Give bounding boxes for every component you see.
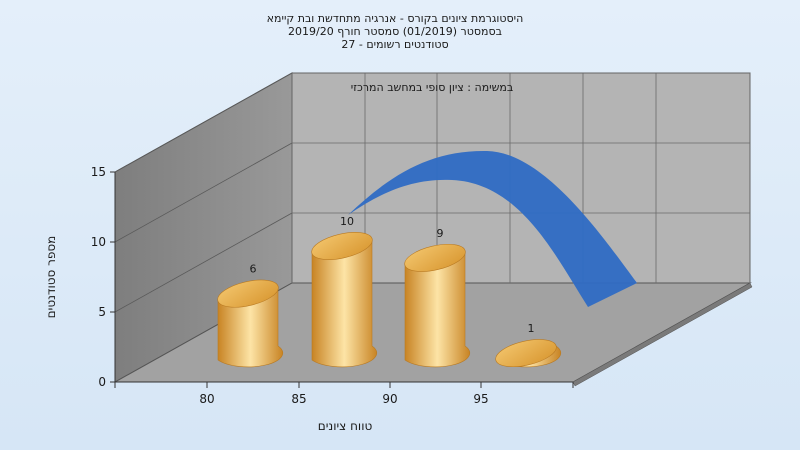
chart-title-line-2: בסמסטר (01/2019) סמסטר חורף 2019/20 [288, 25, 502, 38]
y-tick-label: 15 [91, 165, 106, 179]
bar-top [311, 232, 373, 260]
y-axis-label: מספר סטודנטים [44, 236, 58, 319]
chart-floor-front-edge [572, 282, 753, 387]
side-gridline [114, 212, 293, 313]
y-axis-ticks: 0 5 10 15 [91, 165, 115, 389]
bar-80 [217, 279, 284, 368]
x-tick-label: 95 [473, 392, 488, 406]
bar-value-label: 9 [437, 227, 444, 240]
bar-top [217, 279, 279, 308]
side-gridline [114, 142, 293, 243]
side-gridline [114, 72, 293, 173]
bar-90 [404, 243, 471, 368]
x-axis-ticks: 80 85 90 95 [114, 382, 574, 406]
chart-title-line-1: היסטוגרמת ציונים בקורס - אנרגיה מתחדשת ו… [267, 12, 524, 25]
bar-value-label: 1 [528, 322, 535, 335]
y-tick-label: 10 [91, 235, 106, 249]
bar-top [404, 243, 466, 272]
distribution-curve-layer [348, 150, 637, 307]
bar-body [311, 238, 378, 368]
chart-gridlines [114, 72, 751, 313]
x-tick-label: 80 [199, 392, 214, 406]
bar-value-label: 6 [250, 263, 257, 276]
bar-95 [495, 339, 562, 368]
bar-value-label: 10 [340, 215, 354, 228]
y-tick-label: 0 [98, 375, 106, 389]
chart-subtitle: במשימה : ציון סופי במחשב המרכזי [351, 81, 514, 94]
bar-top [495, 339, 557, 368]
normal-distribution-curve [348, 150, 637, 307]
x-axis-label: טווח ציונים [318, 419, 373, 433]
x-tick-label: 85 [291, 392, 306, 406]
bars-layer: 6 10 9 1 [217, 215, 562, 368]
x-tick-label: 90 [382, 392, 397, 406]
bar-body [404, 250, 471, 368]
chart-title-line-3: 27 - סטודנטים רשומים [341, 38, 448, 51]
y-tick-label: 5 [98, 305, 106, 319]
bar-85 [311, 232, 378, 368]
